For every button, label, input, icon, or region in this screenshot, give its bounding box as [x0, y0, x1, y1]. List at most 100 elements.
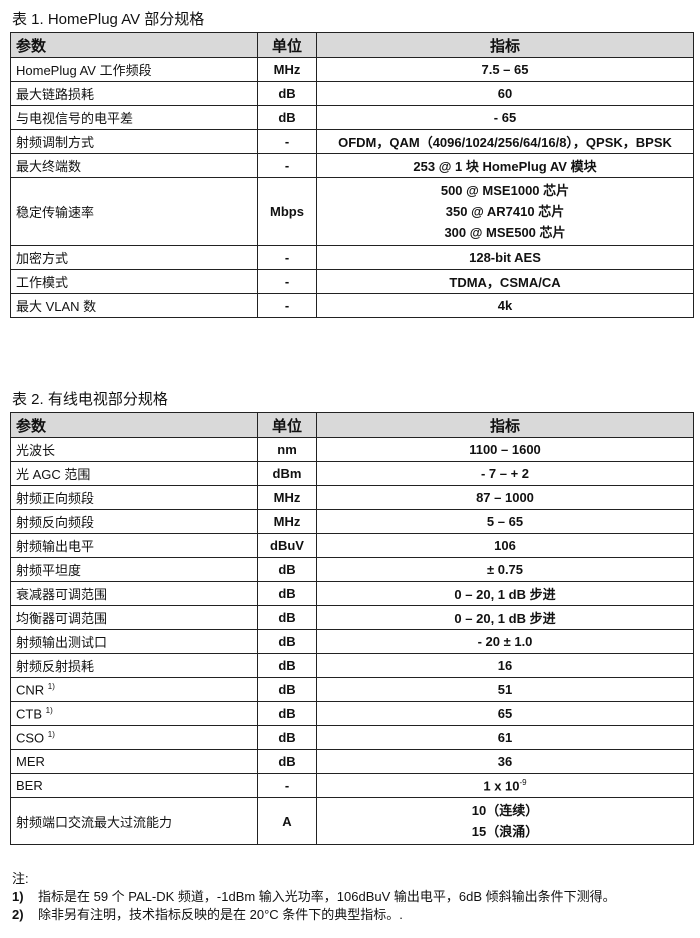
param-label: 射频端口交流最大过流能力: [16, 814, 173, 830]
param-label: MER: [16, 754, 45, 769]
notes: 注: 1) 指标是在 59 个 PAL-DK 频道，-1dBm 输入光功率，10…: [12, 870, 616, 924]
unit-cell: MHz: [257, 57, 317, 82]
param-label: HomePlug AV 工作频段: [16, 63, 152, 78]
table-header-row: 参数 单位 指标: [10, 32, 694, 58]
unit-cell: dB: [257, 605, 317, 630]
column-header: 指标: [316, 412, 694, 438]
table1-caption: 表 1. HomePlug AV 部分规格: [12, 11, 205, 28]
spec-value-line: 36: [322, 754, 688, 769]
param-label: 衰减器可调范围: [16, 587, 108, 602]
value-cell: - 20 ± 1.0: [316, 629, 694, 654]
table-row: 射频平坦度 dB ± 0.75: [10, 557, 694, 582]
table-row: BER - 1 x 10-9: [10, 773, 694, 798]
table-row: 光 AGC 范围 dBm - 7 – + 2: [10, 461, 694, 486]
spec-value: OFDM，QAM（4096/1024/256/64/16/8），QPSK，BPS…: [338, 135, 672, 150]
param-cell: 均衡器可调范围: [10, 605, 258, 630]
spec-value: 1100 – 1600: [469, 442, 541, 457]
spec-value: 300 @ MSE500 芯片: [444, 225, 566, 240]
unit-cell: dB: [257, 653, 317, 678]
spec-value: - 7 – + 2: [480, 466, 530, 481]
table-row: 均衡器可调范围 dB 0 – 20, 1 dB 步进: [10, 605, 694, 630]
spec-value: - 65: [493, 110, 517, 125]
param-label: 射频反向频段: [16, 515, 95, 530]
spec-value: 10（连续）: [471, 803, 539, 818]
param-label: 最大 VLAN 数: [16, 299, 97, 314]
value-cell: 1100 – 1600: [316, 437, 694, 462]
catv-spec-table: 参数 单位 指标 光波长 nm 1100 – 1600 光 AGC 范围 dBm -…: [10, 412, 694, 845]
table-row: 射频反射损耗 dB 16: [10, 653, 694, 678]
table-row: 稳定传输速率 Mbps 500 @ MSE1000 芯片 350 @ AR7410…: [10, 177, 694, 246]
spec-value: 61: [497, 730, 513, 745]
table-row: 最大链路损耗 dB 60: [10, 81, 694, 106]
param-cell: 光 AGC 范围: [10, 461, 258, 486]
param-label: 加密方式: [16, 251, 69, 266]
unit-cell: MHz: [257, 509, 317, 534]
table-row: 射频输出测试口 dB - 20 ± 1.0: [10, 629, 694, 654]
param-cell: CSO 1): [10, 725, 258, 750]
unit-cell: dB: [257, 581, 317, 606]
unit-cell: -: [257, 129, 317, 154]
value-cell: 128-bit AES: [316, 245, 694, 270]
value-cell: 10（连续） 15（浪涌）: [316, 797, 694, 845]
column-header: 单位: [257, 32, 317, 58]
footnote-marker: 1): [47, 681, 55, 691]
param-label: 工作模式: [16, 275, 69, 290]
unit-cell: -: [257, 773, 317, 798]
unit-cell: A: [257, 797, 317, 845]
value-cell: 0 – 20, 1 dB 步进: [316, 581, 694, 606]
param-cell: 衰减器可调范围: [10, 581, 258, 606]
param-label: 均衡器可调范围: [16, 611, 108, 626]
spec-value: 16: [497, 658, 513, 673]
spec-value-line: 16: [322, 658, 688, 673]
spec-value-line: 5 – 65: [322, 514, 688, 529]
spec-value: ± 0.75: [486, 562, 524, 577]
table-row: 射频调制方式 - OFDM，QAM（4096/1024/256/64/16/8）…: [10, 129, 694, 154]
homeplug-spec-table: 参数 单位 指标 HomePlug AV 工作频段 MHz 7.5 – 65 最大链…: [10, 32, 694, 318]
param-cell: 最大 VLAN 数: [10, 293, 258, 318]
unit-cell: nm: [257, 437, 317, 462]
param-cell: 射频反向频段: [10, 509, 258, 534]
param-label: 最大终端数: [16, 159, 82, 174]
param-label: CTB: [16, 706, 42, 722]
spec-value: 36: [497, 754, 513, 769]
unit-cell: dB: [257, 105, 317, 130]
param-cell: 最大终端数: [10, 153, 258, 178]
table-row: 加密方式 - 128-bit AES: [10, 245, 694, 270]
table-row: 光波长 nm 1100 – 1600: [10, 437, 694, 462]
unit-cell: dB: [257, 725, 317, 750]
table-row: CTB 1) dB 65: [10, 701, 694, 726]
note-item: 2) 除非另有注明，技术指标反映的是在 20°C 条件下的典型指标。.: [12, 906, 616, 924]
param-cell: 射频端口交流最大过流能力: [10, 797, 258, 845]
table-row: MER dB 36: [10, 749, 694, 774]
unit-cell: dB: [257, 557, 317, 582]
spec-value: 0 – 20, 1 dB 步进: [454, 611, 556, 626]
param-label: CNR: [16, 682, 45, 698]
value-cell: TDMA，CSMA/CA: [316, 269, 694, 294]
value-cell: 61: [316, 725, 694, 750]
param-label: 与电视信号的电平差: [16, 111, 134, 126]
spec-value-line: ± 0.75: [322, 562, 688, 577]
unit-cell: -: [257, 245, 317, 270]
param-cell: 射频输出测试口: [10, 629, 258, 654]
spec-value: 51: [497, 682, 513, 697]
param-label: 射频反射损耗: [16, 659, 95, 674]
spec-value: 15（浪涌）: [471, 824, 539, 839]
spec-value: 0 – 20, 1 dB 步进: [454, 587, 556, 602]
note-number: 2): [12, 907, 24, 922]
value-cell: 4k: [316, 293, 694, 318]
param-cell: 射频平坦度: [10, 557, 258, 582]
param-cell: 加密方式: [10, 245, 258, 270]
unit-cell: dB: [257, 629, 317, 654]
param-cell: MER: [10, 749, 258, 774]
param-label: 射频输出测试口: [16, 635, 108, 650]
table-row: 射频正向频段 MHz 87 – 1000: [10, 485, 694, 510]
spec-value: TDMA，CSMA/CA: [449, 275, 561, 290]
spec-value: 1 x 10: [483, 778, 520, 794]
value-cell: 65: [316, 701, 694, 726]
param-cell: 稳定传输速率: [10, 177, 258, 246]
spec-value-line: 0 – 20, 1 dB 步进: [322, 584, 688, 603]
spec-value-line: 0 – 20, 1 dB 步进: [322, 608, 688, 627]
spec-value: 350 @ AR7410 芯片: [445, 204, 565, 219]
spec-value-line: 10（连续）: [322, 800, 688, 821]
param-label: 射频正向频段: [16, 491, 95, 506]
